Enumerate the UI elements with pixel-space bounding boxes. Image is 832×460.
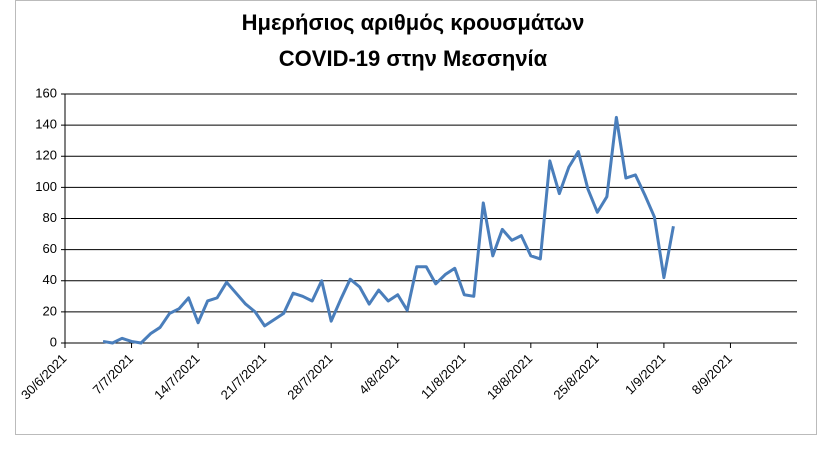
y-tick-label: 140 bbox=[35, 117, 57, 132]
y-tick-label: 60 bbox=[43, 241, 57, 256]
chart-frame bbox=[15, 0, 817, 435]
y-tick-label: 120 bbox=[35, 148, 57, 163]
y-tick-label: 160 bbox=[35, 85, 57, 100]
chart-title: Ημερήσιος αριθμός κρουσμάτων bbox=[242, 10, 585, 35]
y-tick-label: 20 bbox=[43, 303, 57, 318]
data-line bbox=[102, 115, 675, 345]
chart-title: COVID-19 στην Μεσσηνία bbox=[279, 46, 548, 71]
y-tick-label: 100 bbox=[35, 179, 57, 194]
y-tick-label: 0 bbox=[50, 334, 57, 349]
y-tick-label: 80 bbox=[43, 210, 57, 225]
y-tick-label: 40 bbox=[43, 272, 57, 287]
